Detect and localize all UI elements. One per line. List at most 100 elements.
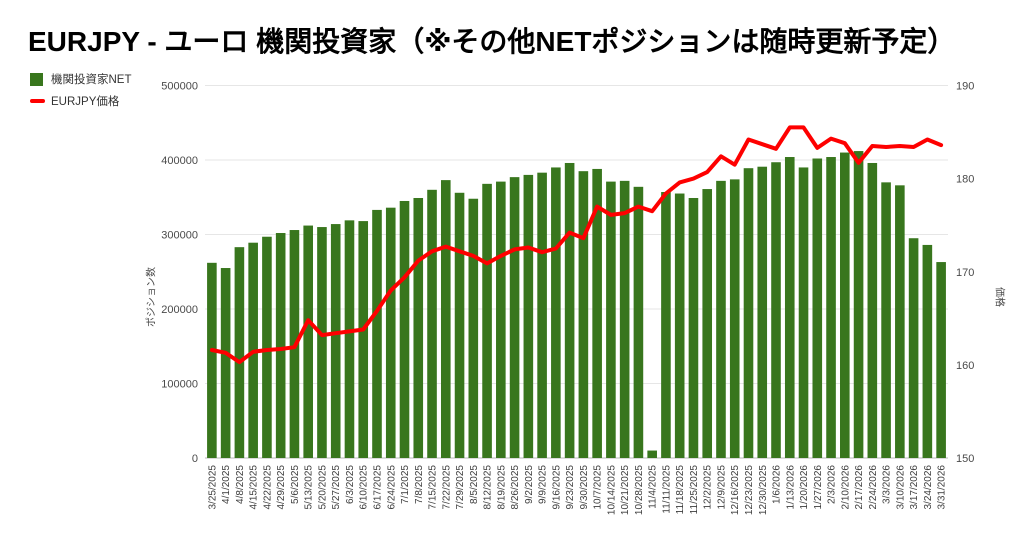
x-axis-tick-label: 3/25/2025: [207, 465, 218, 510]
x-axis-tick-label: 2/10/2026: [840, 465, 851, 510]
net-position-bar: [784, 157, 795, 458]
net-position-bar: [895, 185, 905, 458]
net-position-bar: [674, 193, 685, 458]
right-axis-tick-label: 170: [956, 267, 974, 279]
net-position-bar: [551, 167, 561, 458]
legend-item-price: EURJPY価格: [30, 90, 132, 112]
legend-item-label: 機関投資家NET: [51, 74, 132, 86]
x-axis-tick-label: 3/31/2026: [937, 465, 948, 510]
net-position-bar: [207, 262, 217, 458]
net-position-bar: [798, 167, 809, 458]
x-axis-tick-label: 11/18/2025: [675, 465, 686, 515]
net-position-bar: [936, 262, 946, 458]
net-position-bar: [468, 198, 479, 459]
right-axis-tick-label: 150: [956, 453, 974, 465]
x-axis-tick-label: 2/17/2026: [854, 465, 865, 510]
net-position-bar: [606, 181, 616, 459]
left-axis-tick-label: 0: [192, 453, 198, 465]
net-position-bar: [688, 197, 699, 458]
net-position-bar: [523, 174, 534, 458]
net-position-bar: [908, 238, 919, 458]
net-position-bar: [853, 151, 864, 458]
left-axis-tick-label: 200000: [161, 304, 198, 316]
net-position-bar: [509, 177, 520, 458]
x-axis-tick-label: 4/29/2025: [276, 465, 287, 510]
x-axis-tick-label: 6/17/2025: [372, 465, 383, 510]
x-axis-tick-label: 5/6/2025: [290, 465, 301, 504]
net-position-bar: [619, 180, 630, 459]
x-axis-tick-label: 6/10/2025: [359, 465, 370, 510]
net-position-bar: [592, 168, 602, 458]
x-axis-tick-label: 6/24/2025: [386, 465, 397, 510]
net-position-bar: [812, 158, 823, 458]
net-position-bar: [317, 227, 327, 458]
x-axis-tick-label: 8/12/2025: [483, 465, 494, 510]
net-position-bar: [826, 157, 836, 458]
net-position-bar: [743, 168, 754, 458]
net-position-bar: [303, 225, 313, 458]
net-position-bar: [537, 172, 547, 459]
legend-item-net: 機関投資家NET: [30, 68, 132, 90]
x-axis-tick-label: 2/3/2026: [827, 465, 838, 504]
net-position-bar: [344, 220, 355, 458]
right-axis-tick-label: 180: [956, 174, 974, 186]
x-axis-tick-label: 1/13/2026: [785, 465, 796, 510]
x-axis-tick-label: 7/22/2025: [441, 465, 452, 510]
left-axis-tick-label: 100000: [161, 379, 198, 391]
x-axis-tick-label: 9/2/2025: [524, 465, 535, 504]
net-position-bar: [427, 189, 437, 459]
bar-swatch-icon: [30, 72, 43, 86]
x-axis-tick-label: 5/20/2025: [317, 465, 328, 510]
net-position-bar: [867, 162, 878, 459]
x-axis-tick-label: 8/19/2025: [496, 465, 507, 510]
net-position-bar: [647, 450, 657, 458]
x-axis-tick-label: 4/1/2025: [221, 465, 232, 504]
left-axis-tick-label: 400000: [161, 155, 198, 167]
x-axis-tick-label: 5/13/2025: [304, 465, 315, 510]
net-position-bar: [454, 192, 465, 458]
net-position-bar: [440, 180, 451, 459]
net-position-bar: [633, 186, 644, 458]
net-position-bar: [702, 189, 713, 458]
net-position-bar: [220, 268, 231, 458]
x-axis-tick-label: 6/3/2025: [345, 465, 356, 504]
x-axis-tick-label: 9/16/2025: [551, 465, 562, 510]
net-position-bar: [757, 166, 768, 458]
net-position-bar: [840, 152, 850, 459]
left-axis-tick-label: 300000: [161, 230, 198, 242]
x-axis-tick-label: 7/29/2025: [455, 465, 466, 510]
x-axis-tick-label: 9/9/2025: [538, 465, 549, 504]
x-axis-tick-label: 12/2/2025: [703, 465, 714, 510]
net-position-bar: [482, 183, 492, 458]
net-position-bar: [771, 162, 781, 459]
x-axis-tick-label: 7/15/2025: [428, 465, 439, 510]
chart-title: EURJPY - ユーロ 機関投資家（※その他NETポジションは随時更新予定）: [28, 26, 956, 57]
x-axis-tick-label: 3/17/2026: [909, 465, 920, 510]
x-axis-tick-label: 11/11/2025: [661, 465, 672, 514]
net-position-bar: [372, 209, 382, 458]
x-axis-tick-label: 5/27/2025: [331, 465, 342, 510]
x-axis-tick-label: 3/24/2026: [923, 465, 934, 510]
x-axis-tick-label: 8/5/2025: [469, 465, 480, 504]
x-axis-tick-label: 12/23/2025: [744, 465, 755, 515]
net-position-bar: [399, 200, 410, 458]
x-axis-tick-label: 1/27/2026: [813, 465, 824, 510]
x-axis-tick-label: 7/8/2025: [414, 465, 425, 504]
x-axis-tick-label: 9/30/2025: [579, 465, 590, 510]
net-position-bar: [385, 207, 396, 458]
x-axis-tick-label: 7/1/2025: [400, 465, 411, 504]
net-position-bar: [881, 182, 891, 458]
x-axis-tick-label: 4/22/2025: [262, 465, 273, 510]
net-position-bar: [922, 244, 933, 458]
x-axis-tick-label: 1/20/2026: [799, 465, 810, 510]
net-position-bar: [413, 197, 424, 458]
net-position-bar: [330, 224, 341, 458]
x-axis-tick-label: 11/4/2025: [648, 465, 659, 509]
left-axis-tick-label: 500000: [161, 81, 198, 93]
right-axis-tick-label: 160: [956, 360, 974, 372]
x-axis-tick-label: 4/8/2025: [235, 465, 246, 504]
legend: 機関投資家NET EURJPY価格: [30, 68, 132, 112]
right-axis-title: 価格: [993, 287, 1005, 307]
